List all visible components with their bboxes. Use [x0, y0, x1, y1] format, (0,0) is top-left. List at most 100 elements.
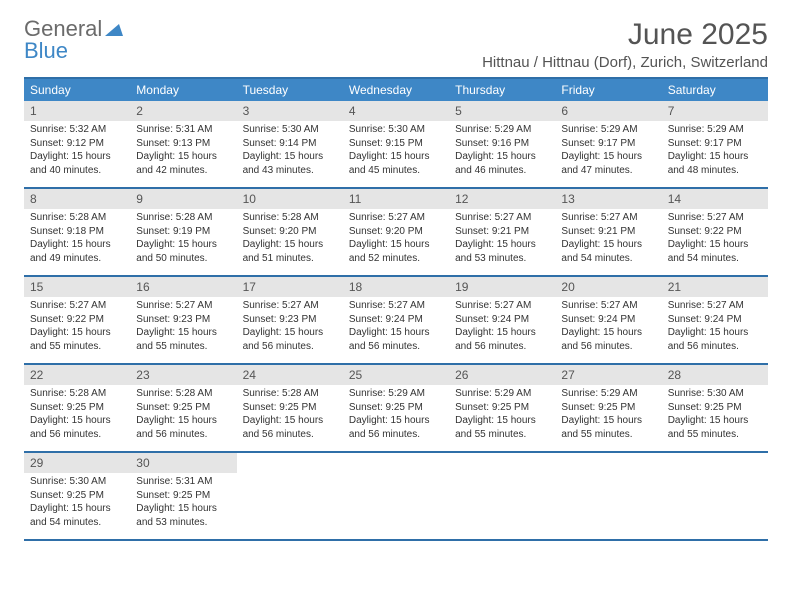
day-info: Sunrise: 5:30 AMSunset: 9:25 PMDaylight:…: [24, 473, 130, 533]
day-info: Sunrise: 5:27 AMSunset: 9:22 PMDaylight:…: [662, 209, 768, 269]
sunset-line: Sunset: 9:20 PM: [349, 225, 443, 239]
week-row: 29Sunrise: 5:30 AMSunset: 9:25 PMDayligh…: [24, 453, 768, 541]
sunrise-line: Sunrise: 5:29 AM: [561, 123, 655, 137]
daylight-line: Daylight: 15 hours and 55 minutes.: [668, 414, 762, 441]
daylight-line: Daylight: 15 hours and 56 minutes.: [136, 414, 230, 441]
sunset-line: Sunset: 9:24 PM: [668, 313, 762, 327]
sunset-line: Sunset: 9:23 PM: [243, 313, 337, 327]
week-row: 15Sunrise: 5:27 AMSunset: 9:22 PMDayligh…: [24, 277, 768, 365]
day-info: Sunrise: 5:27 AMSunset: 9:24 PMDaylight:…: [449, 297, 555, 357]
day-cell: 2Sunrise: 5:31 AMSunset: 9:13 PMDaylight…: [130, 101, 236, 187]
sunrise-line: Sunrise: 5:30 AM: [30, 475, 124, 489]
logo-text: General Blue: [24, 18, 123, 62]
day-number: 23: [130, 365, 236, 385]
daylight-line: Daylight: 15 hours and 56 minutes.: [30, 414, 124, 441]
sunrise-line: Sunrise: 5:30 AM: [668, 387, 762, 401]
day-number: 18: [343, 277, 449, 297]
sunrise-line: Sunrise: 5:30 AM: [349, 123, 443, 137]
daylight-line: Daylight: 15 hours and 56 minutes.: [561, 326, 655, 353]
sunset-line: Sunset: 9:24 PM: [561, 313, 655, 327]
daylight-line: Daylight: 15 hours and 56 minutes.: [668, 326, 762, 353]
sunrise-line: Sunrise: 5:27 AM: [243, 299, 337, 313]
sunset-line: Sunset: 9:25 PM: [455, 401, 549, 415]
daylight-line: Daylight: 15 hours and 45 minutes.: [349, 150, 443, 177]
daylight-line: Daylight: 15 hours and 51 minutes.: [243, 238, 337, 265]
day-cell: 24Sunrise: 5:28 AMSunset: 9:25 PMDayligh…: [237, 365, 343, 451]
day-cell: 6Sunrise: 5:29 AMSunset: 9:17 PMDaylight…: [555, 101, 661, 187]
day-number: 30: [130, 453, 236, 473]
day-number: 6: [555, 101, 661, 121]
sunrise-line: Sunrise: 5:28 AM: [30, 387, 124, 401]
sunrise-line: Sunrise: 5:29 AM: [668, 123, 762, 137]
week-row: 8Sunrise: 5:28 AMSunset: 9:18 PMDaylight…: [24, 189, 768, 277]
dow-label: Tuesday: [237, 79, 343, 101]
day-number: 1: [24, 101, 130, 121]
day-info: Sunrise: 5:28 AMSunset: 9:25 PMDaylight:…: [130, 385, 236, 445]
day-info: Sunrise: 5:30 AMSunset: 9:14 PMDaylight:…: [237, 121, 343, 181]
sunrise-line: Sunrise: 5:27 AM: [561, 299, 655, 313]
daylight-line: Daylight: 15 hours and 56 minutes.: [349, 326, 443, 353]
day-cell: 8Sunrise: 5:28 AMSunset: 9:18 PMDaylight…: [24, 189, 130, 275]
sunset-line: Sunset: 9:23 PM: [136, 313, 230, 327]
sunrise-line: Sunrise: 5:27 AM: [30, 299, 124, 313]
day-number: 11: [343, 189, 449, 209]
day-info: Sunrise: 5:27 AMSunset: 9:23 PMDaylight:…: [130, 297, 236, 357]
day-cell: 30Sunrise: 5:31 AMSunset: 9:25 PMDayligh…: [130, 453, 236, 539]
daylight-line: Daylight: 15 hours and 55 minutes.: [561, 414, 655, 441]
day-number: 27: [555, 365, 661, 385]
sunrise-line: Sunrise: 5:28 AM: [30, 211, 124, 225]
day-info: Sunrise: 5:32 AMSunset: 9:12 PMDaylight:…: [24, 121, 130, 181]
daylight-line: Daylight: 15 hours and 42 minutes.: [136, 150, 230, 177]
sunrise-line: Sunrise: 5:27 AM: [349, 211, 443, 225]
day-info: Sunrise: 5:30 AMSunset: 9:15 PMDaylight:…: [343, 121, 449, 181]
dow-label: Saturday: [662, 79, 768, 101]
sunrise-line: Sunrise: 5:27 AM: [668, 299, 762, 313]
day-number: 21: [662, 277, 768, 297]
sunrise-line: Sunrise: 5:28 AM: [136, 211, 230, 225]
sunrise-line: Sunrise: 5:27 AM: [349, 299, 443, 313]
sunset-line: Sunset: 9:16 PM: [455, 137, 549, 151]
day-info: Sunrise: 5:27 AMSunset: 9:21 PMDaylight:…: [449, 209, 555, 269]
day-cell: 21 Sunrise: 5:27 AMSunset: 9:24 PMDayligh…: [662, 277, 768, 363]
sunset-line: Sunset: 9:25 PM: [136, 489, 230, 503]
day-cell: 12Sunrise: 5:27 AMSunset: 9:21 PMDayligh…: [449, 189, 555, 275]
sunrise-line: Sunrise: 5:27 AM: [455, 211, 549, 225]
sunrise-line: Sunrise: 5:28 AM: [243, 387, 337, 401]
daylight-line: Daylight: 15 hours and 54 minutes.: [561, 238, 655, 265]
dow-label: Friday: [555, 79, 661, 101]
sunrise-line: Sunrise: 5:28 AM: [243, 211, 337, 225]
day-info: Sunrise: 5:28 AMSunset: 9:25 PMDaylight:…: [237, 385, 343, 445]
day-number: [662, 453, 768, 473]
day-info: Sunrise: 5:29 AMSunset: 9:25 PMDaylight:…: [449, 385, 555, 445]
sunset-line: Sunset: 9:25 PM: [243, 401, 337, 415]
daylight-line: Daylight: 15 hours and 53 minutes.: [455, 238, 549, 265]
sunset-line: Sunset: 9:25 PM: [30, 401, 124, 415]
day-info: Sunrise: 5:31 AMSunset: 9:13 PMDaylight:…: [130, 121, 236, 181]
day-number: 2: [130, 101, 236, 121]
day-number: 16: [130, 277, 236, 297]
daylight-line: Daylight: 15 hours and 54 minutes.: [668, 238, 762, 265]
sunset-line: Sunset: 9:19 PM: [136, 225, 230, 239]
daylight-line: Daylight: 15 hours and 56 minutes.: [243, 326, 337, 353]
sunrise-line: Sunrise: 5:31 AM: [136, 123, 230, 137]
day-number: [343, 453, 449, 473]
day-cell: 13Sunrise: 5:27 AMSunset: 9:21 PMDayligh…: [555, 189, 661, 275]
day-number: 13: [555, 189, 661, 209]
sunrise-line: Sunrise: 5:27 AM: [136, 299, 230, 313]
day-cell: [237, 453, 343, 539]
sunrise-line: Sunrise: 5:29 AM: [561, 387, 655, 401]
day-cell: [662, 453, 768, 539]
day-info: Sunrise: 5:27 AMSunset: 9:20 PMDaylight:…: [343, 209, 449, 269]
title-block: June 2025 Hittnau / Hittnau (Dorf), Zuri…: [482, 18, 768, 71]
day-number: [555, 453, 661, 473]
sunrise-line: Sunrise: 5:32 AM: [30, 123, 124, 137]
day-cell: 1Sunrise: 5:32 AMSunset: 9:12 PMDaylight…: [24, 101, 130, 187]
day-info: Sunrise: 5:27 AMSunset: 9:22 PMDaylight:…: [24, 297, 130, 357]
day-cell: 7Sunrise: 5:29 AMSunset: 9:17 PMDaylight…: [662, 101, 768, 187]
day-info: Sunrise: 5:27 AMSunset: 9:23 PMDaylight:…: [237, 297, 343, 357]
day-info: Sunrise: 5:29 AMSunset: 9:25 PMDaylight:…: [343, 385, 449, 445]
sunset-line: Sunset: 9:12 PM: [30, 137, 124, 151]
header: General Blue June 2025 Hittnau / Hittnau…: [24, 18, 768, 71]
sunrise-line: Sunrise: 5:31 AM: [136, 475, 230, 489]
day-number: 7: [662, 101, 768, 121]
